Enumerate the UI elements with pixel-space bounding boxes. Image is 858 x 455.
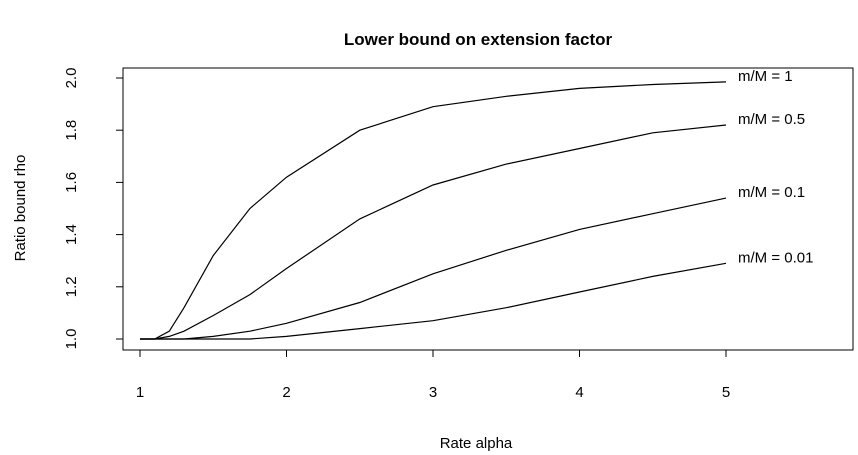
series-label: m/M = 0.1 (738, 184, 805, 201)
x-axis-ticks: 1 2 3 4 5 (136, 350, 730, 401)
series-group: m/M = 1 m/M = 0.5 m/M = 0.1 m/M = 0.01 (140, 68, 813, 340)
series-label: m/M = 1 (738, 68, 793, 85)
x-tick-label: 1 (136, 384, 144, 401)
series-label: m/M = 0.5 (738, 111, 805, 128)
x-tick-label: 5 (722, 384, 730, 401)
x-tick-label: 4 (575, 384, 583, 401)
y-tick-label: 1.8 (63, 120, 80, 141)
y-axis-title: Ratio bound rho (12, 155, 29, 262)
series-label: m/M = 0.01 (738, 249, 813, 266)
x-tick-label: 2 (282, 384, 290, 401)
y-tick-label: 1.4 (63, 224, 80, 245)
x-tick-label: 3 (429, 384, 437, 401)
series-line (140, 197, 727, 340)
y-tick-label: 1.2 (63, 276, 80, 297)
x-axis-title: Rate alpha (440, 435, 513, 452)
y-tick-label: 2.0 (63, 68, 80, 89)
series-line (140, 124, 727, 340)
chart-title: Lower bound on extension factor (344, 30, 613, 49)
series-line (140, 262, 727, 340)
series-line (140, 81, 727, 340)
y-tick-label: 1.6 (63, 172, 80, 193)
y-tick-label: 1.0 (63, 329, 80, 350)
y-axis-ticks: 1.0 1.2 1.4 1.6 1.8 2.0 (63, 68, 123, 350)
